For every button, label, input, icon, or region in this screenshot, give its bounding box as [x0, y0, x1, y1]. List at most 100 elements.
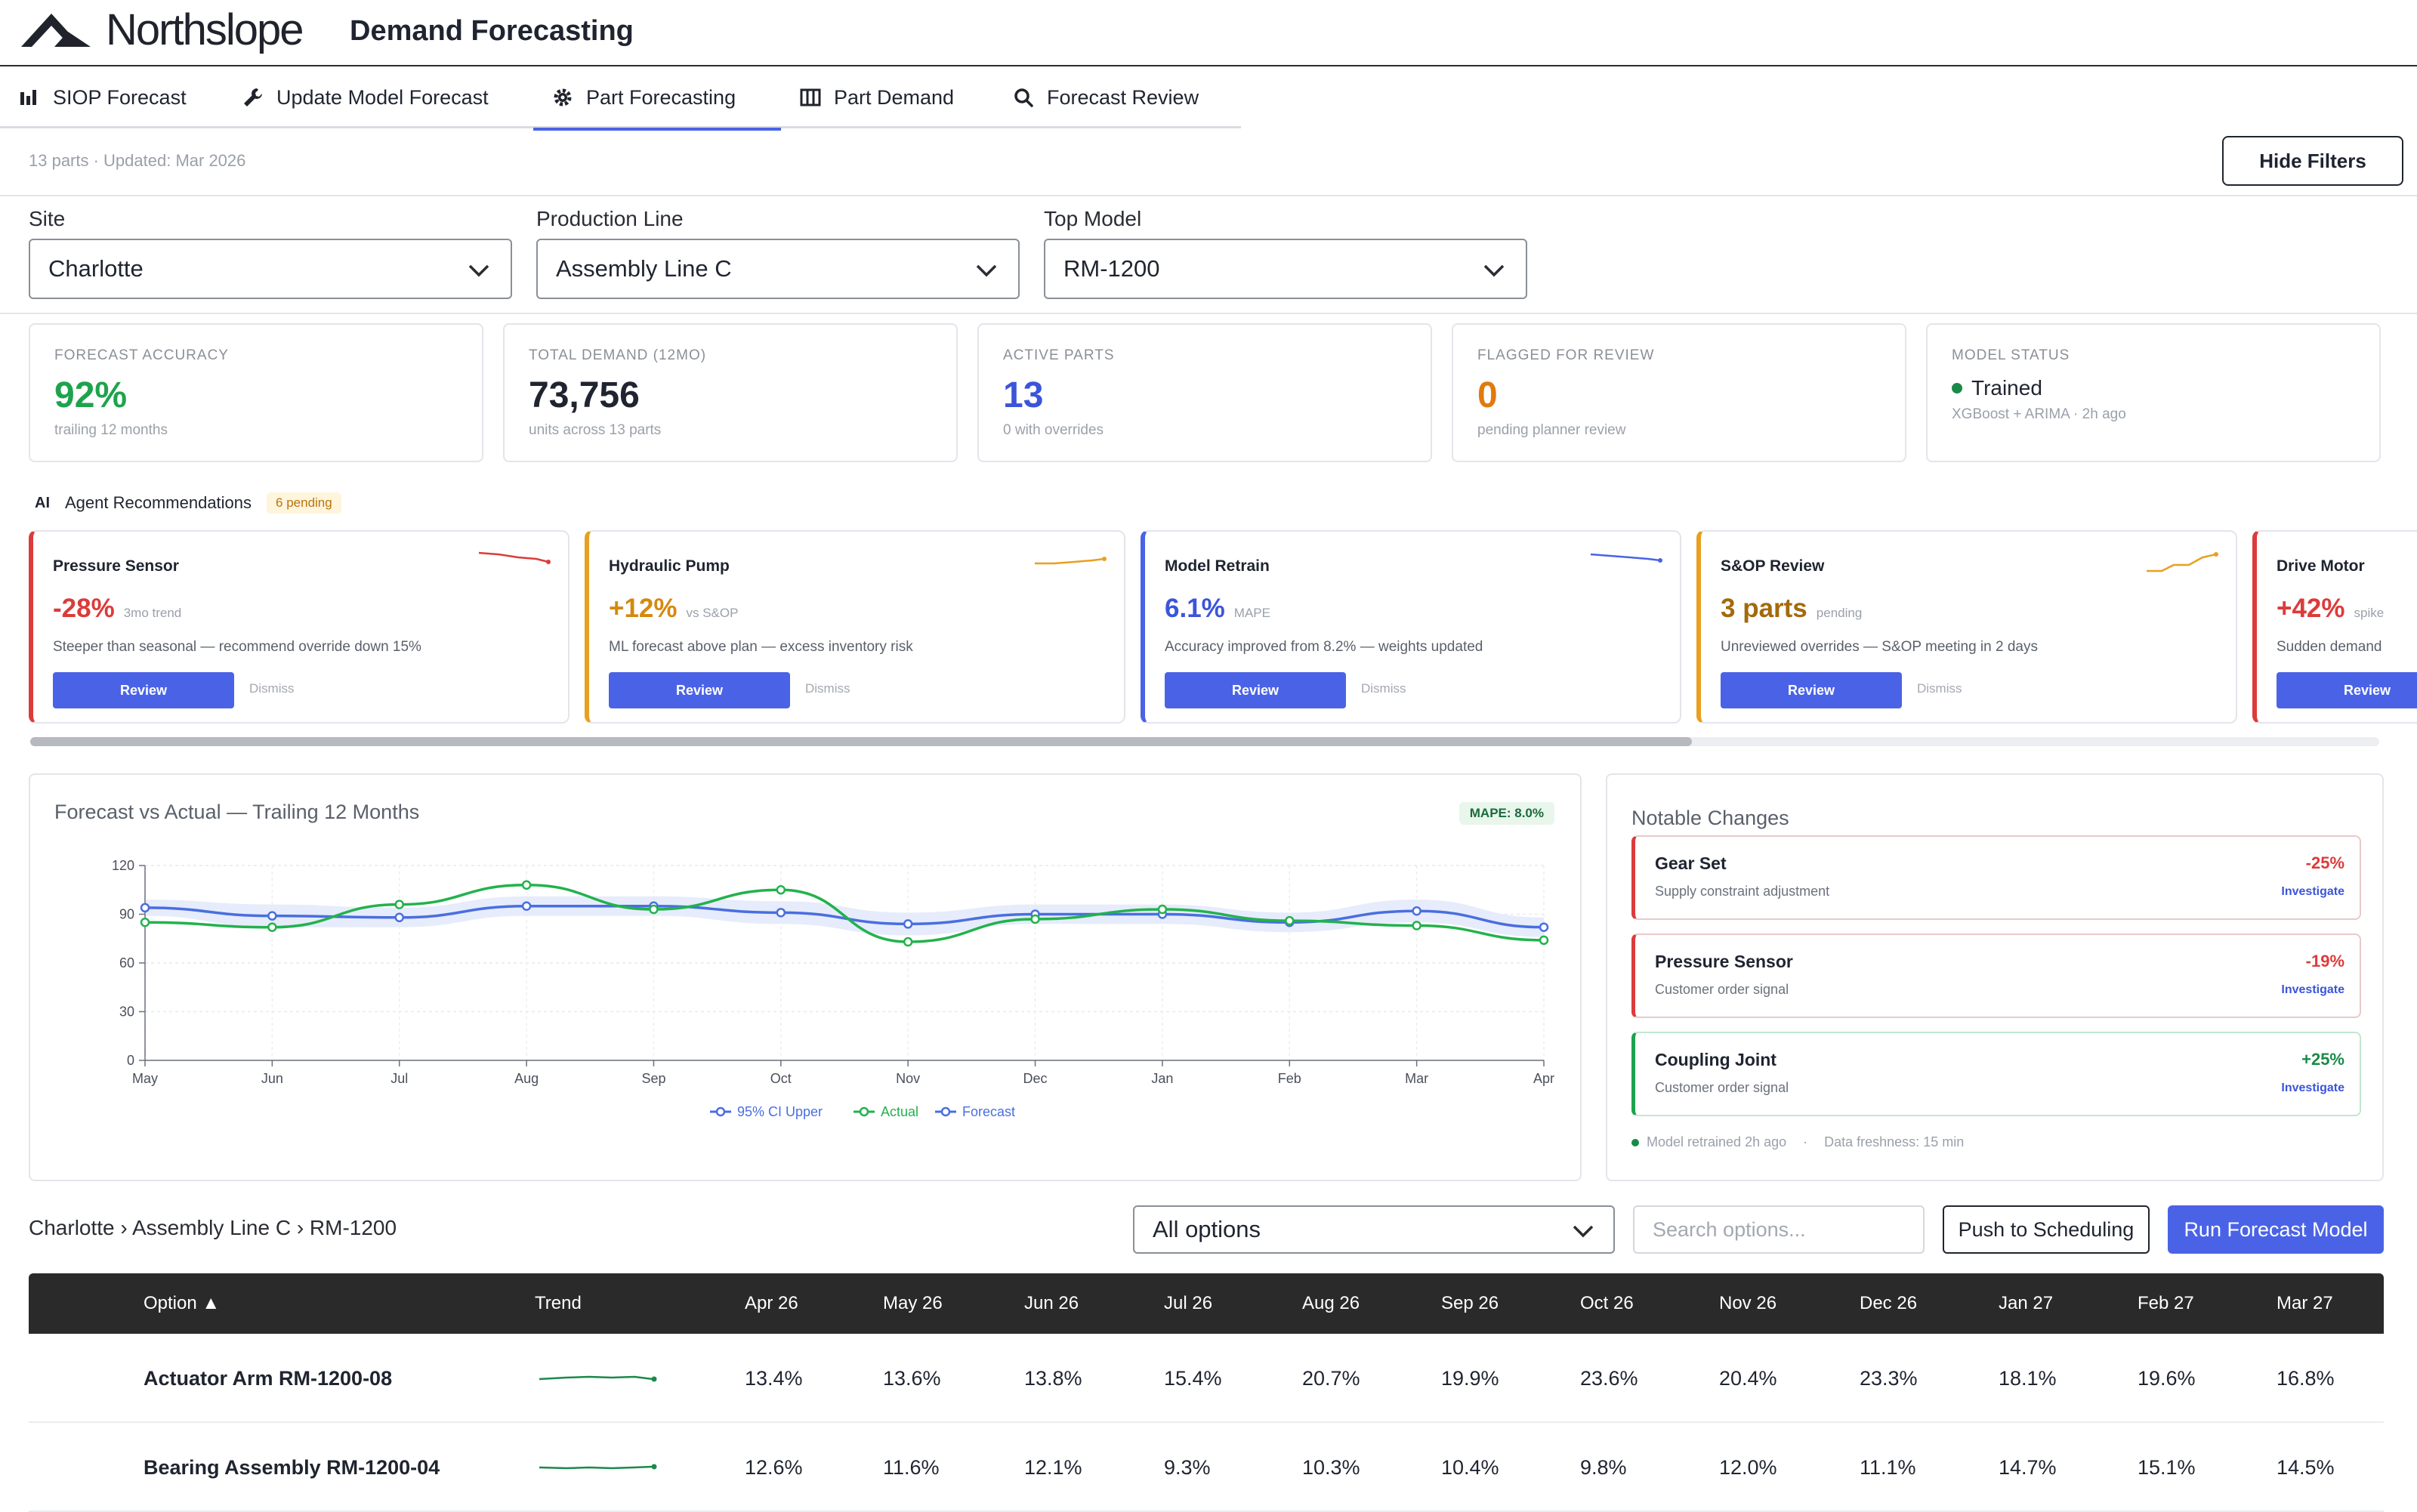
rec-value: -28% 3mo trend — [53, 594, 181, 624]
legend-label: 95% CI Upper — [737, 1104, 823, 1119]
tab-label: Part Forecasting — [586, 85, 736, 109]
review-button[interactable]: Review — [1721, 672, 1902, 708]
site-select[interactable]: Charlotte — [29, 239, 512, 299]
cell-value: 18.1% — [1999, 1367, 2057, 1390]
column-header-month: Dec 26 — [1860, 1293, 1918, 1313]
legend-marker — [859, 1106, 869, 1117]
cell-value: 14.5% — [2277, 1456, 2335, 1479]
rec-name: Pressure Sensor — [53, 557, 179, 575]
forecast-point — [521, 901, 532, 911]
review-button[interactable]: Review — [53, 672, 234, 708]
carousel-scrollbar[interactable] — [30, 737, 1692, 746]
column-header-month: Mar 27 — [2277, 1293, 2333, 1313]
change-percent: -25% — [2305, 853, 2344, 872]
top-model-label: Top Model — [1044, 207, 1142, 230]
rec-name: S&OP Review — [1721, 557, 1825, 575]
dismiss-button[interactable]: Dismiss — [249, 681, 295, 696]
rec-value-number: 3 parts — [1721, 594, 1807, 623]
column-header-option[interactable]: Option ▲ — [144, 1293, 221, 1313]
forecast-point — [394, 912, 404, 923]
change-percent: +25% — [2301, 1050, 2344, 1069]
change-item: Gear Set Supply constraint adjustment -2… — [1631, 835, 2361, 920]
actual-point — [140, 918, 150, 927]
y-tick-label: 60 — [119, 955, 134, 970]
recommendations-carousel[interactable]: Pressure Sensor -28% 3mo trend Steeper th… — [29, 530, 2417, 725]
dismiss-button[interactable]: Dismiss — [1917, 681, 1962, 696]
tab-part-demand[interactable]: Part Demand — [781, 66, 972, 128]
dismiss-button[interactable]: Dismiss — [1361, 681, 1406, 696]
actual-point — [903, 937, 913, 947]
investigate-link[interactable]: Investigate — [2281, 1082, 2344, 1094]
review-button[interactable]: Review — [2277, 672, 2417, 708]
tab-update-model-forecast[interactable]: Update Model Forecast — [224, 66, 507, 128]
cell-value: 13.4% — [745, 1367, 803, 1390]
column-header-month: Oct 26 — [1580, 1293, 1634, 1313]
x-tick-label: Apr — [1533, 1071, 1554, 1086]
gear-icon — [554, 88, 572, 106]
x-tick-label: Feb — [1278, 1071, 1301, 1086]
hide-filters-button[interactable]: Hide Filters — [2222, 136, 2403, 186]
retrained-text: Model retrained 2h ago — [1647, 1134, 1787, 1149]
kpi-value: 13 — [1003, 375, 1044, 415]
tab-forecast-review[interactable]: Forecast Review — [994, 66, 1217, 128]
y-tick-label: 90 — [119, 907, 134, 922]
recommendation-card: Model Retrain 6.1% MAPE Accuracy improved… — [1141, 530, 1681, 724]
review-button[interactable]: Review — [1165, 672, 1346, 708]
tab-part-forecasting[interactable]: Part Forecasting — [533, 66, 781, 131]
change-item: Coupling Joint Customer order signal +25… — [1631, 1032, 2361, 1116]
production-line-select[interactable]: Assembly Line C — [536, 239, 1020, 299]
dismiss-button[interactable]: Dismiss — [805, 681, 850, 696]
forecast-chart-panel: Forecast vs Actual — Trailing 12 Months … — [29, 773, 1582, 1181]
review-button[interactable]: Review — [609, 672, 790, 708]
top-model-select[interactable]: RM-1200 — [1044, 239, 1527, 299]
column-header-month: Sep 26 — [1441, 1293, 1499, 1313]
actual-line — [144, 884, 1545, 943]
table-row[interactable]: Bearing Assembly RM-1200-04 12.6% 11.6% … — [29, 1423, 2384, 1512]
kpi-active-parts: ACTIVE PARTS 13 0 with overrides — [977, 323, 1432, 462]
actual-point — [267, 922, 277, 932]
push-to-scheduling-button[interactable]: Push to Scheduling — [1943, 1205, 2150, 1254]
y-tick-label: 120 — [112, 858, 134, 873]
kpi-flagged-for-review: FLAGGED FOR REVIEW 0 pending planner rev… — [1452, 323, 1906, 462]
rec-description: Accuracy improved from 8.2% — weights up… — [1165, 639, 1483, 655]
sparkline-icon — [1590, 553, 1662, 563]
cell-value: 19.6% — [2138, 1367, 2196, 1390]
kpi-sub: XGBoost + ARIMA · 2h ago — [1952, 406, 2126, 422]
actual-point — [394, 899, 404, 909]
breadcrumb: Charlotte › Assembly Line C › RM-1200 — [29, 1216, 397, 1239]
ai-label: AI — [35, 494, 50, 511]
investigate-link[interactable]: Investigate — [2281, 983, 2344, 996]
options-table: Option ▲ Trend Apr 26 May 26 Jun 26 Jul … — [29, 1273, 2384, 1512]
cell-value: 20.7% — [1302, 1367, 1360, 1390]
production-line-label: Production Line — [536, 207, 684, 230]
nav-tabs: SIOP Forecast Update Model Forecast Part… — [0, 66, 1241, 131]
rec-value-number: +42% — [2277, 594, 2345, 623]
search-options-input[interactable] — [1633, 1205, 1925, 1254]
kpi-value: Trained — [1971, 376, 2042, 400]
tab-label: Part Demand — [834, 85, 955, 109]
option-name: Actuator Arm RM-1200-08 — [144, 1367, 393, 1390]
table-row[interactable]: Actuator Arm RM-1200-08 13.4% 13.6% 13.8… — [29, 1334, 2384, 1423]
cell-value: 23.3% — [1860, 1367, 1918, 1390]
tab-siop-forecast[interactable]: SIOP Forecast — [0, 66, 205, 128]
cell-value: 10.3% — [1302, 1456, 1360, 1479]
chevron-down-icon — [1573, 1225, 1594, 1238]
kpi-model-status: MODEL STATUS Trained XGBoost + ARIMA · 2… — [1926, 323, 2381, 462]
forecast-point — [1412, 906, 1421, 916]
app-header: Northslope Demand Forecasting — [0, 0, 2417, 66]
cell-value: 19.9% — [1441, 1367, 1499, 1390]
cell-value: 11.1% — [1860, 1456, 1916, 1479]
investigate-link[interactable]: Investigate — [2281, 885, 2344, 898]
rec-value: +42% spike — [2277, 594, 2384, 624]
recommendation-card: Pressure Sensor -28% 3mo trend Steeper th… — [29, 530, 570, 724]
rec-description: ML forecast above plan — excess inventor… — [609, 639, 913, 655]
status-dot-icon — [1631, 1138, 1639, 1146]
x-tick-label: Oct — [770, 1071, 792, 1086]
pending-badge: 6 pending — [267, 492, 341, 514]
rec-description: Sudden demand — [2277, 639, 2382, 655]
chevron-down-icon — [1483, 264, 1505, 277]
column-header-month: Jun 26 — [1024, 1293, 1079, 1313]
actual-point — [1157, 904, 1168, 915]
run-forecast-model-button[interactable]: Run Forecast Model — [2168, 1205, 2384, 1254]
options-select[interactable]: All options — [1133, 1205, 1615, 1254]
